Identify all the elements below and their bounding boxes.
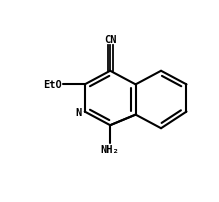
Text: EtO: EtO xyxy=(43,80,62,90)
Text: N: N xyxy=(75,107,81,117)
Text: CN: CN xyxy=(104,34,117,44)
Text: NH₂: NH₂ xyxy=(101,145,120,155)
